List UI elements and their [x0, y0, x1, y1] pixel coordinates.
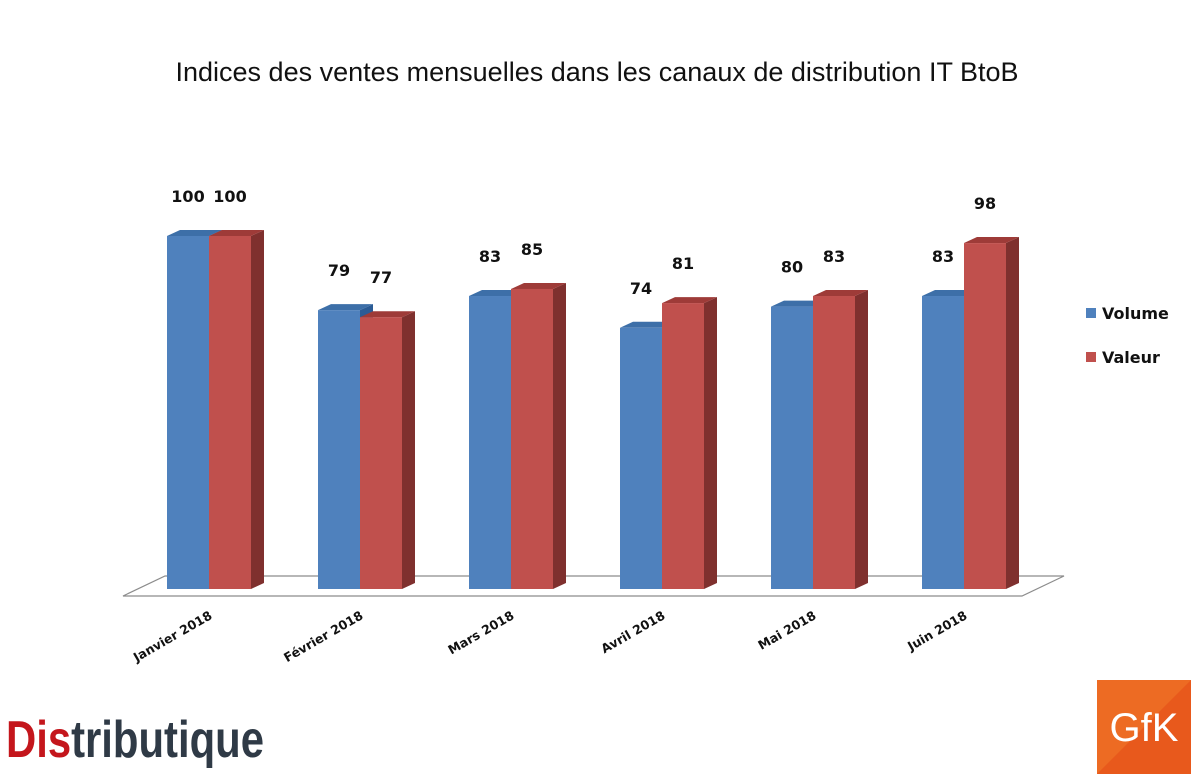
bar-volume-janvier-2018-front [167, 236, 209, 589]
x-tick-label-mars-2018: Mars 2018 [445, 608, 516, 658]
data-label-valeur-mai-2018: 83 [823, 247, 845, 266]
bar-valeur-mars-2018-front [511, 288, 553, 589]
svg-text:Distributique: Distributique [6, 711, 264, 769]
data-label-valeur-janvier-2018: 100 [213, 187, 246, 206]
bar-volume-juin-2018-front [922, 296, 964, 589]
bar-volume-mars-2018-top [469, 290, 524, 297]
bar-valeur-mars-2018 [511, 282, 566, 589]
legend-label-volume: Volume [1102, 304, 1169, 323]
data-label-valeur-fevrier-2018: 77 [370, 268, 392, 287]
data-label-volume-fevrier-2018: 79 [328, 261, 350, 280]
data-labels-group: 100 100 79 77 83 85 74 81 80 83 83 98 [171, 187, 996, 298]
x-axis-ticks: Janvier 2018 Février 2018 Mars 2018 Avril 2… [130, 608, 970, 666]
bar-valeur-fevrier-2018-front [360, 317, 402, 589]
bar-valeur-avril-2018-top [662, 297, 717, 304]
bar-valeur-mai-2018-front [813, 296, 855, 589]
data-label-volume-avril-2018: 74 [630, 279, 652, 298]
legend-swatch-volume [1086, 308, 1096, 318]
bars-group [167, 230, 1019, 589]
bar-valeur-janvier-2018-side [251, 230, 264, 589]
x-tick-label-mai-2018: Mai 2018 [755, 608, 818, 653]
bar-valeur-janvier-2018 [209, 230, 264, 589]
distributique-logo: Distributique [6, 711, 264, 769]
bar-valeur-mai-2018-top [813, 290, 868, 297]
bar-volume-janvier-2018-top [167, 230, 222, 236]
bar-valeur-fevrier-2018-top [360, 311, 415, 318]
x-tick-label-janvier-2018: Janvier 2018 [130, 608, 215, 666]
bar-valeur-janvier-2018-top [209, 230, 264, 236]
bar-volume-fevrier-2018-top [318, 304, 373, 311]
bar-volume-fevrier-2018-front [318, 310, 360, 589]
bar-valeur-juin-2018-side [1006, 237, 1019, 589]
bar-valeur-avril-2018 [662, 297, 717, 589]
bar-valeur-mars-2018-side [553, 282, 566, 589]
bar-valeur-mai-2018 [813, 290, 868, 589]
x-tick-label-juin-2018: Juin 2018 [904, 608, 969, 654]
legend-label-valeur: Valeur [1102, 348, 1160, 367]
x-tick-label-fevrier-2018: Février 2018 [281, 608, 365, 665]
bar-volume-mars-2018-front [469, 296, 511, 589]
bar-volume-avril-2018-top [620, 321, 675, 328]
data-label-volume-janvier-2018: 100 [171, 187, 204, 206]
bar-volume-mai-2018-top [771, 300, 826, 307]
bar-valeur-juin-2018-front [964, 243, 1006, 589]
chart-title: Indices des ventes mensuelles dans les c… [176, 57, 1019, 87]
data-label-valeur-mars-2018: 85 [521, 240, 543, 259]
bar-valeur-fevrier-2018-side [402, 311, 415, 589]
svg-text:GfK: GfK [1110, 706, 1179, 750]
bar-valeur-avril-2018-side [704, 297, 717, 589]
bar-valeur-janvier-2018-front [209, 236, 251, 589]
gfk-logo: GfK [1097, 680, 1191, 774]
data-label-valeur-juin-2018: 98 [974, 194, 996, 213]
data-label-volume-mars-2018: 83 [479, 247, 501, 266]
bar-volume-juin-2018-top [922, 290, 977, 297]
data-label-valeur-avril-2018: 81 [672, 254, 694, 273]
data-label-volume-mai-2018: 80 [781, 258, 803, 277]
x-tick-label-avril-2018: Avril 2018 [598, 608, 667, 657]
legend: Volume Valeur [1086, 304, 1169, 367]
bar-volume-mai-2018-front [771, 306, 813, 589]
bar-valeur-juin-2018-top [964, 237, 1019, 244]
bar-valeur-fevrier-2018 [360, 311, 415, 589]
bar-valeur-mars-2018-top [511, 282, 566, 289]
legend-swatch-valeur [1086, 352, 1096, 362]
bar-valeur-mai-2018-side [855, 290, 868, 589]
bar-volume-avril-2018-front [620, 327, 662, 589]
bar-valeur-juin-2018 [964, 237, 1019, 589]
data-label-volume-juin-2018: 83 [932, 247, 954, 266]
bar-valeur-avril-2018-front [662, 303, 704, 589]
